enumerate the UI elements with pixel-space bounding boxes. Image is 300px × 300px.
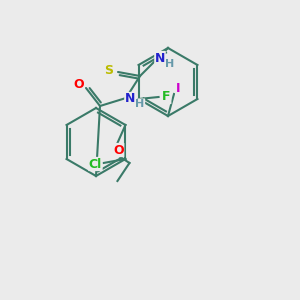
Text: F: F [162, 91, 171, 103]
Text: I: I [176, 82, 180, 95]
Text: O: O [74, 77, 84, 91]
Text: Cl: Cl [89, 158, 102, 170]
Text: O: O [113, 143, 124, 157]
Text: H: H [165, 59, 175, 69]
Text: H: H [135, 99, 145, 109]
Text: N: N [155, 52, 165, 64]
Text: N: N [125, 92, 135, 106]
Text: S: S [104, 64, 113, 77]
